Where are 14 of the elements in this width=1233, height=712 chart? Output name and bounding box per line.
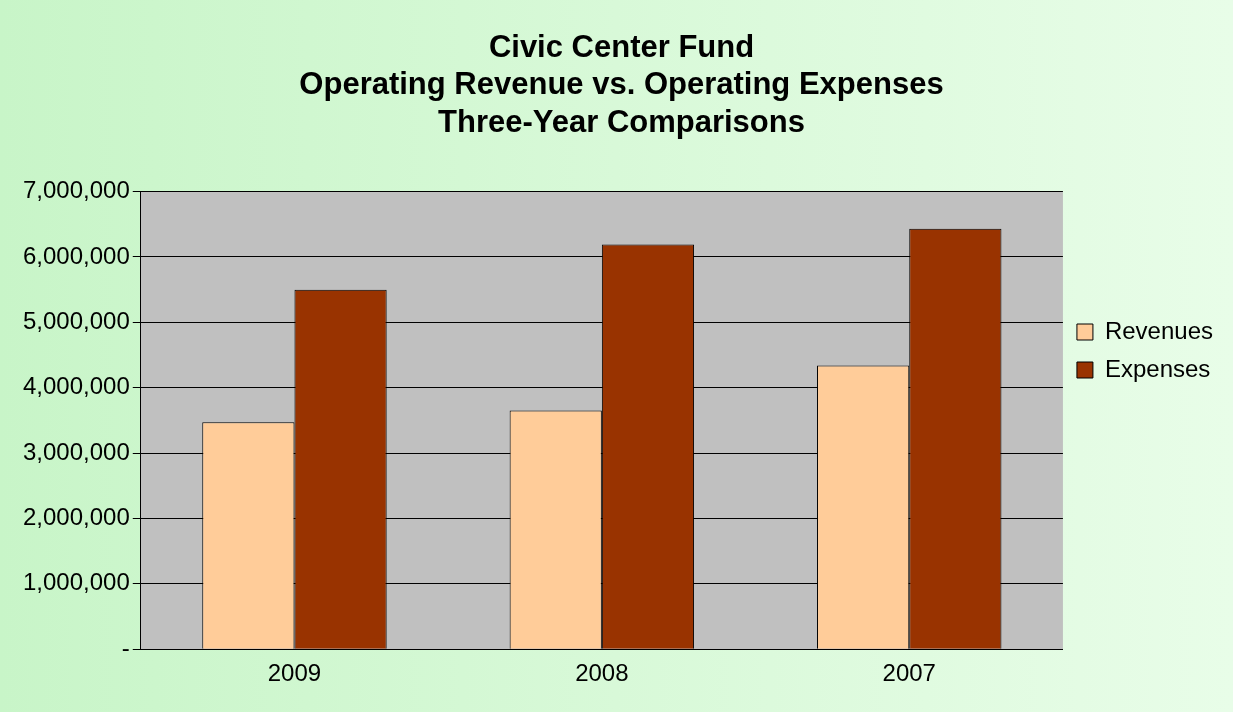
x-tick-label: 2008	[575, 659, 629, 687]
y-tick-label: 3,000,000	[22, 437, 130, 465]
chart-title: Civic Center Fund Operating Revenue vs. Operating Expenses Three-Year Comparisons	[299, 29, 944, 139]
y-tick-label: 1,000,000	[22, 568, 130, 596]
y-tick-label: 6,000,000	[22, 241, 130, 269]
y-tick-label: -	[121, 633, 130, 661]
y-tick-label: 5,000,000	[22, 306, 130, 334]
y-tick-label: 7,000,000	[22, 176, 130, 204]
x-tick-label: 2009	[267, 659, 322, 687]
x-tick-label: 2007	[882, 659, 936, 687]
y-tick-label: 4,000,000	[22, 372, 130, 400]
legend-label: Expenses	[1104, 354, 1211, 382]
y-tick-label: 2,000,000	[22, 503, 130, 531]
legend-label: Revenues	[1104, 316, 1214, 344]
